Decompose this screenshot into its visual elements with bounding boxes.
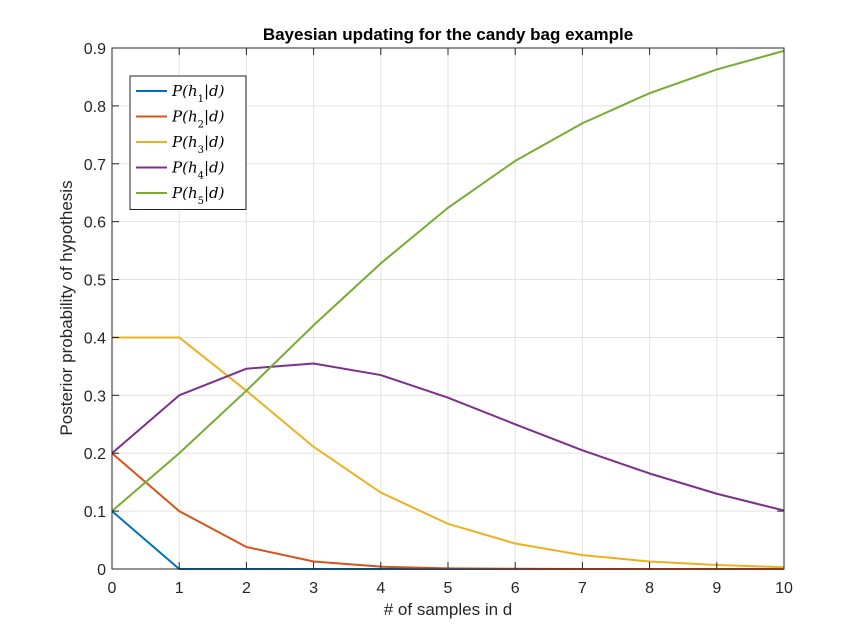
x-tick-label: 2 bbox=[242, 580, 251, 597]
y-tick-label: 0.2 bbox=[84, 446, 106, 463]
grid bbox=[112, 48, 784, 569]
y-tick-label: 0.3 bbox=[84, 388, 106, 405]
y-tick-label: 0.8 bbox=[84, 99, 106, 116]
x-tick-label: 6 bbox=[511, 580, 520, 597]
legend-entry-h2: P(h2|d) bbox=[171, 108, 225, 131]
y-tick-label: 0.6 bbox=[84, 215, 106, 232]
x-axis-label: # of samples in d bbox=[384, 600, 513, 619]
x-tick-label: 4 bbox=[376, 580, 385, 597]
y-tick-label: 0 bbox=[97, 562, 106, 579]
legend-entry-h1: P(h1|d) bbox=[171, 82, 225, 105]
y-tick-label: 0.9 bbox=[84, 41, 106, 58]
y-tick-label: 0.5 bbox=[84, 273, 106, 290]
x-tick-label: 8 bbox=[645, 580, 654, 597]
x-tick-label: 3 bbox=[309, 580, 318, 597]
series-line-h4 bbox=[111, 362, 785, 512]
x-tick-label: 9 bbox=[712, 580, 721, 597]
series-line-h5 bbox=[111, 49, 785, 512]
tick-labels: 0 1 2 3 4 5 6 7 8 9 10 0 0.1 0.2 0.3 0.4 0.5 0.6 0.7 0.8 0.9 bbox=[84, 41, 793, 597]
y-tick-label: 0.1 bbox=[84, 504, 106, 521]
x-tick-label: 0 bbox=[108, 580, 117, 597]
axis-ticks bbox=[111, 47, 785, 570]
y-tick-label: 0.7 bbox=[84, 157, 106, 174]
legend-entry-h5: P(h5|d) bbox=[171, 184, 225, 207]
x-tick-label: 7 bbox=[578, 580, 587, 597]
series-line-h3 bbox=[112, 336, 785, 569]
legend: P(h1|d) P(h2|d)P(h3|d) P(h4|d)P(h5|d) bbox=[129, 75, 247, 210]
legend-entry-h4: P(h4|d) bbox=[171, 159, 225, 182]
x-tick-label: 10 bbox=[775, 580, 793, 597]
x-tick-label: 1 bbox=[175, 580, 184, 597]
x-tick-label: 5 bbox=[444, 580, 453, 597]
y-tick-label: 0.4 bbox=[84, 330, 106, 347]
legend-entry-h3: P(h3|d) bbox=[171, 133, 225, 156]
chart-title: Bayesian updating for the candy bag exam… bbox=[263, 25, 633, 44]
y-axis-label: Posterior probability of hypothesis bbox=[57, 180, 76, 435]
